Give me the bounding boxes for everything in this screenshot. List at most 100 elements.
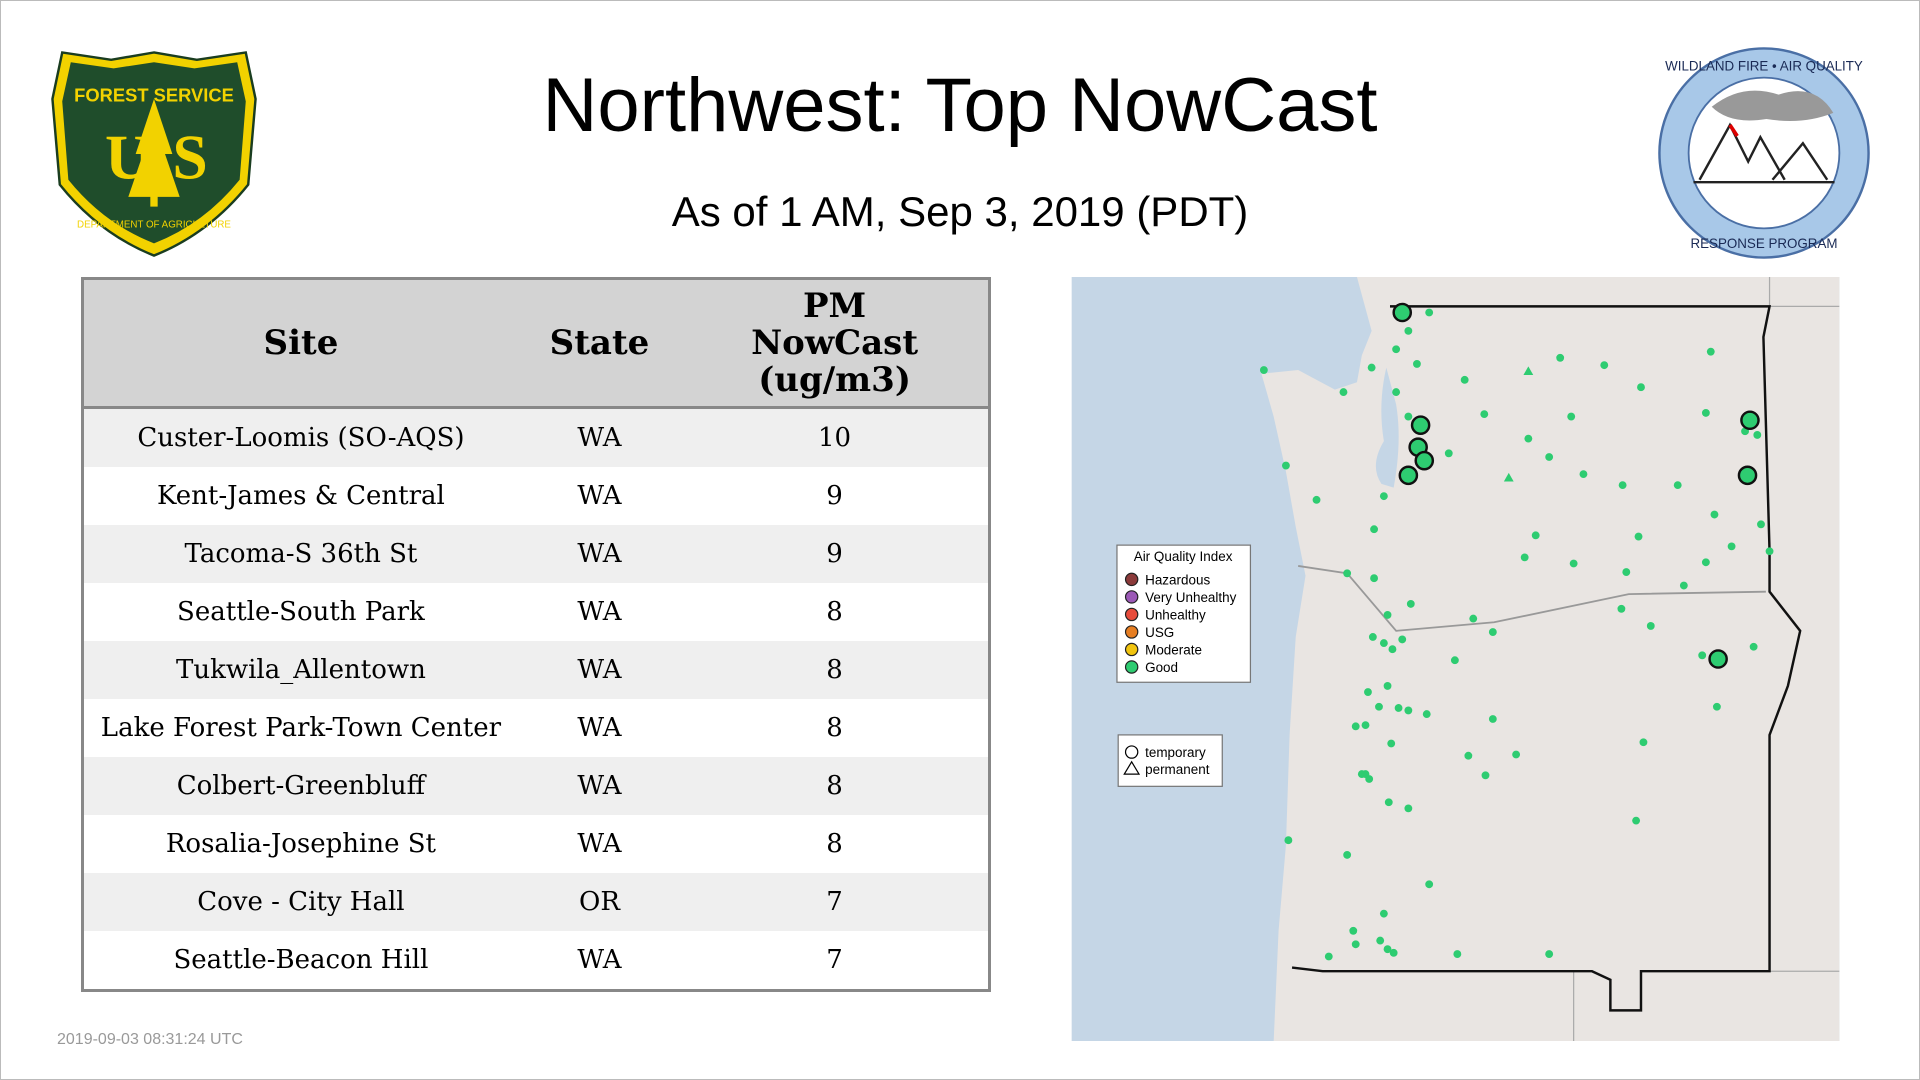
monitor-dot-good[interactable] <box>1634 532 1643 541</box>
monitor-dot-good[interactable] <box>1361 721 1370 730</box>
monitor-dot-good[interactable] <box>1622 568 1631 576</box>
monitor-dot-good[interactable] <box>1637 383 1645 392</box>
monitor-dot-good[interactable] <box>1343 569 1352 578</box>
monitor-dot-good[interactable] <box>1520 553 1529 562</box>
monitor-dot-good[interactable] <box>1383 611 1392 619</box>
table-row: Cove - City Hall OR 7 <box>82 873 990 931</box>
monitor-dot-good[interactable] <box>1488 715 1497 723</box>
monitor-dot-good[interactable] <box>1673 481 1682 490</box>
monitor-dot-good[interactable] <box>1757 520 1765 529</box>
monitor-dot-good[interactable] <box>1398 635 1407 644</box>
monitor-dot-good[interactable] <box>1388 645 1397 654</box>
monitor-dot-good[interactable] <box>1349 926 1358 935</box>
monitor-dot-good[interactable] <box>1712 702 1721 711</box>
monitor-dot-good[interactable] <box>1469 614 1478 623</box>
monitor-dot-good[interactable] <box>1701 408 1710 417</box>
legend-label: Moderate <box>1145 642 1202 657</box>
monitor-dot-good[interactable] <box>1406 599 1415 608</box>
monitor-dot-good[interactable] <box>1698 651 1707 660</box>
monitor-dot-good[interactable] <box>1556 353 1565 362</box>
top-site-marker[interactable] <box>1392 302 1413 323</box>
monitor-dot-good[interactable] <box>1404 706 1413 715</box>
monitor-dot-good[interactable] <box>1376 936 1385 945</box>
monitor-dot-good[interactable] <box>1701 558 1710 567</box>
monitor-dot-good[interactable] <box>1422 710 1431 719</box>
monitor-dot-good[interactable] <box>1404 804 1413 813</box>
monitor-dot-good[interactable] <box>1351 940 1360 949</box>
monitor-dot-good[interactable] <box>1379 492 1388 501</box>
aqi-map[interactable]: Air Quality Index Hazardous Very Unhealth… <box>1071 277 1840 1041</box>
monitor-dot-good[interactable] <box>1404 412 1413 421</box>
monitor-dot-good[interactable] <box>1387 739 1396 748</box>
monitor-dot-good[interactable] <box>1404 326 1413 335</box>
monitor-dot-good[interactable] <box>1639 738 1648 747</box>
monitor-dot-good[interactable] <box>1383 682 1392 690</box>
monitor-dot-good[interactable] <box>1524 434 1533 443</box>
top-site-marker[interactable] <box>1414 450 1435 471</box>
cell-state: WA <box>517 467 682 525</box>
monitor-dot-good[interactable] <box>1481 771 1490 780</box>
monitor-dot-good[interactable] <box>1425 308 1434 317</box>
monitor-dot-good[interactable] <box>1617 604 1626 613</box>
monitor-dot-good[interactable] <box>1531 531 1540 540</box>
monitor-dot-good[interactable] <box>1710 510 1719 519</box>
top-site-marker[interactable] <box>1740 410 1760 431</box>
monitor-dot-good[interactable] <box>1632 816 1641 825</box>
monitor-dot-good[interactable] <box>1312 495 1321 504</box>
monitor-dot-good[interactable] <box>1375 702 1383 711</box>
cell-state: OR <box>517 873 682 931</box>
monitor-dot-good[interactable] <box>1765 547 1774 556</box>
top-site-marker[interactable] <box>1398 465 1419 486</box>
monitor-dot-good[interactable] <box>1512 750 1521 759</box>
monitor-triangle-good[interactable] <box>1523 366 1534 375</box>
monitor-dot-good[interactable] <box>1480 410 1489 419</box>
monitor-dot-good[interactable] <box>1450 656 1459 665</box>
monitor-dot-good[interactable] <box>1706 347 1715 356</box>
monitor-dot-good[interactable] <box>1569 559 1578 568</box>
monitor-dot-good[interactable] <box>1488 628 1497 636</box>
monitor-dot-good[interactable] <box>1727 542 1736 551</box>
monitor-dot-good[interactable] <box>1384 798 1393 807</box>
monitor-dot-good[interactable] <box>1379 909 1388 918</box>
monitor-triangle-good[interactable] <box>1503 472 1514 482</box>
monitor-dot-good[interactable] <box>1351 722 1360 731</box>
monitor-dot-good[interactable] <box>1368 633 1377 641</box>
top-site-marker[interactable] <box>1410 415 1431 435</box>
monitor-dot-good[interactable] <box>1567 412 1576 421</box>
monitor-dot-good[interactable] <box>1339 388 1348 397</box>
top-site-marker[interactable] <box>1708 649 1728 669</box>
monitor-dot-good[interactable] <box>1370 525 1378 534</box>
monitor-dot-good[interactable] <box>1600 361 1609 370</box>
monitor-dot-good[interactable] <box>1379 639 1388 648</box>
monitor-dot-good[interactable] <box>1425 880 1434 889</box>
monitor-dot-good[interactable] <box>1282 461 1290 470</box>
top-site-marker[interactable] <box>1737 465 1758 486</box>
monitor-dot-good[interactable] <box>1618 481 1627 490</box>
monitor-dot-good[interactable] <box>1394 704 1403 712</box>
monitor-dot-good[interactable] <box>1453 950 1462 958</box>
monitor-dot-good[interactable] <box>1392 345 1401 354</box>
monitor-dot-good[interactable] <box>1545 950 1554 958</box>
monitor-dot-good[interactable] <box>1444 449 1453 458</box>
monitor-dot-good[interactable] <box>1464 751 1473 760</box>
monitor-dot-good[interactable] <box>1579 470 1588 479</box>
monitor-dot-good[interactable] <box>1389 948 1398 957</box>
monitor-dot-good[interactable] <box>1364 688 1372 696</box>
monitor-dot-good[interactable] <box>1545 453 1554 461</box>
monitor-dot-good[interactable] <box>1749 642 1758 651</box>
monitor-dot-good[interactable] <box>1324 952 1333 961</box>
monitor-dot-good[interactable] <box>1367 363 1376 372</box>
monitor-dot-good[interactable] <box>1413 360 1421 368</box>
monitor-dot-good[interactable] <box>1753 431 1762 439</box>
monitor-dot-good[interactable] <box>1343 850 1352 859</box>
monitor-dot-good[interactable] <box>1361 770 1370 779</box>
monitor-dots <box>1259 302 1774 961</box>
monitor-dot-good[interactable] <box>1679 581 1688 590</box>
monitor-dot-good[interactable] <box>1460 375 1469 384</box>
monitor-dot-good[interactable] <box>1392 388 1401 397</box>
monitor-dot-good[interactable] <box>1383 945 1392 954</box>
monitor-dot-good[interactable] <box>1284 836 1293 845</box>
monitor-dot-good[interactable] <box>1370 574 1378 583</box>
monitor-dot-good[interactable] <box>1259 366 1268 374</box>
monitor-dot-good[interactable] <box>1646 622 1655 630</box>
